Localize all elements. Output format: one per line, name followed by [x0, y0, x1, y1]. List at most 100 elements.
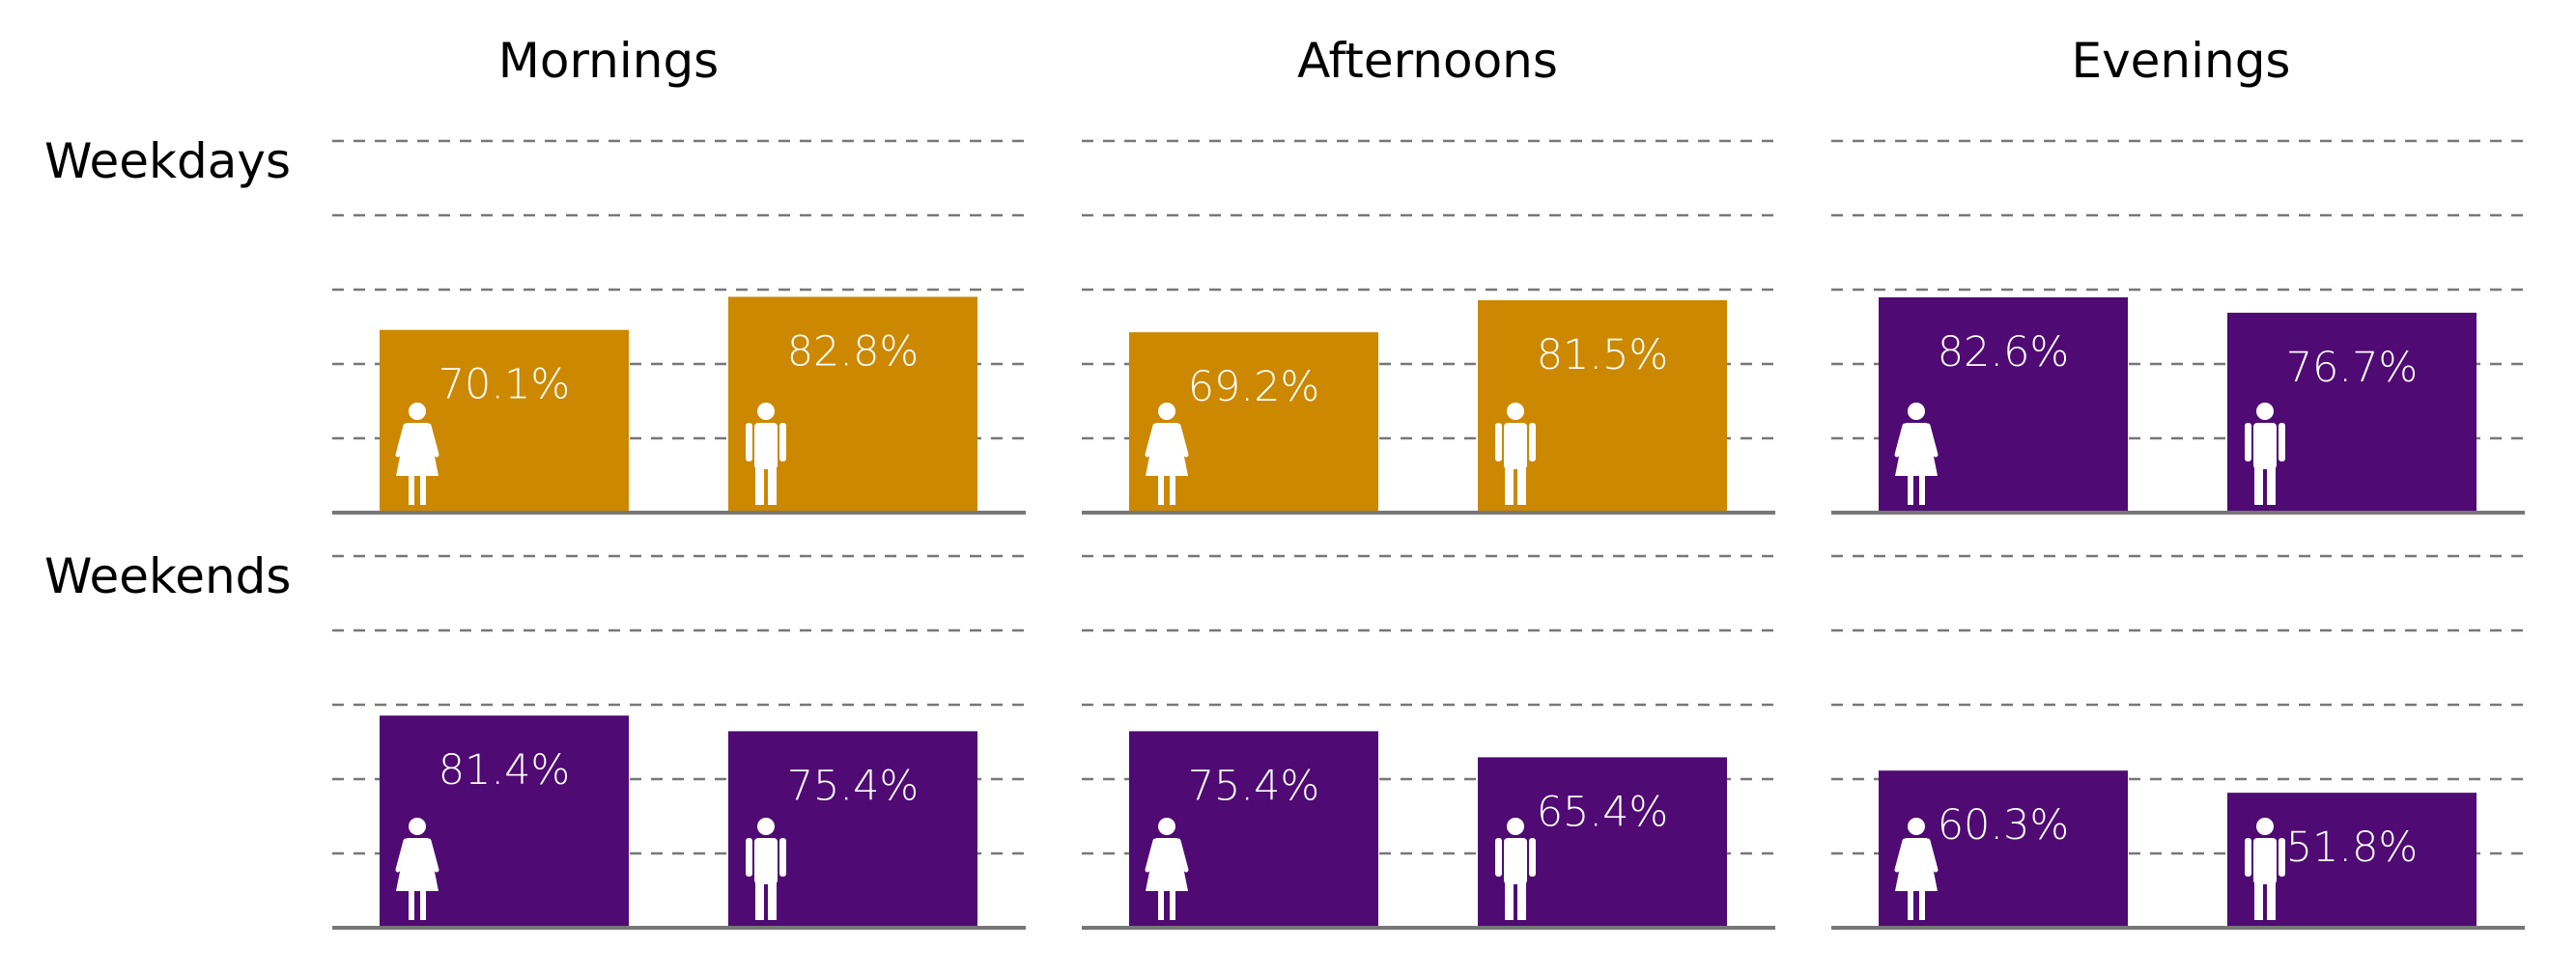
female-arm	[1145, 838, 1158, 873]
female-arm	[426, 423, 439, 458]
bar-value-label: 81.4%	[439, 746, 571, 795]
male-torso	[754, 423, 778, 469]
male-icon	[1495, 818, 1536, 920]
male-leg	[2254, 466, 2263, 505]
male-icon	[746, 403, 786, 505]
male-leg	[2267, 881, 2276, 920]
bar-value-label: 76.7%	[2286, 344, 2419, 392]
female-head	[409, 818, 426, 835]
female-arm	[1925, 423, 1939, 458]
male-arm	[746, 423, 752, 461]
female-dress	[1146, 423, 1188, 476]
female-icon	[1894, 818, 1939, 920]
female-arm	[1894, 838, 1908, 873]
column-title-mornings: Mornings	[498, 33, 719, 89]
male-arm	[779, 423, 786, 461]
female-head	[409, 403, 426, 420]
female-leg	[1170, 474, 1175, 505]
row-label-weekdays: Weekdays	[44, 133, 291, 189]
bar-value-label: 70.1%	[439, 361, 571, 409]
male-leg	[755, 881, 764, 920]
bar-value-label: 51.8%	[2286, 823, 2419, 872]
male-head	[1507, 403, 1524, 420]
female-arm	[1145, 423, 1158, 458]
female-leg	[1158, 889, 1164, 920]
female-leg	[1919, 474, 1925, 505]
male-leg	[755, 466, 764, 505]
column-title-afternoons: Afternoons	[1297, 33, 1558, 89]
male-arm	[1495, 838, 1502, 877]
female-leg	[420, 474, 426, 505]
female-dress	[1895, 838, 1938, 891]
bar-value-label: 75.4%	[787, 762, 920, 810]
male-leg	[1505, 881, 1514, 920]
male-leg	[2254, 881, 2263, 920]
female-arm	[395, 423, 409, 458]
male-arm	[2245, 423, 2251, 461]
male-head	[1507, 818, 1524, 835]
male-torso	[1504, 423, 1527, 469]
male-arm	[746, 838, 752, 877]
male-icon	[2245, 403, 2285, 505]
female-head	[1158, 403, 1175, 420]
female-head	[1908, 403, 1925, 420]
bar-value-label: 75.4%	[1188, 762, 1320, 810]
panel-weekdays-afternoons: 69.2% 81.5%	[1082, 139, 1775, 515]
female-leg	[1158, 474, 1164, 505]
male-torso	[2253, 838, 2277, 884]
male-leg	[1505, 466, 1514, 505]
bar-value-label: 82.6%	[1938, 328, 2070, 377]
bar-female	[1129, 332, 1378, 513]
panel-weekends-afternoons: 75.4% 65.4%	[1082, 554, 1775, 930]
bar-value-label: 60.3%	[1938, 801, 2070, 850]
bar-female	[380, 329, 629, 513]
female-arm	[1175, 838, 1189, 873]
female-leg	[420, 889, 426, 920]
male-head	[2256, 818, 2274, 835]
female-dress	[1895, 423, 1938, 476]
male-arm	[1529, 838, 1536, 877]
male-torso	[754, 838, 778, 884]
bar-value-label: 82.8%	[787, 327, 920, 376]
male-arm	[779, 838, 786, 877]
male-leg	[1517, 466, 1526, 505]
male-head	[757, 818, 775, 835]
female-icon	[395, 403, 439, 505]
female-icon	[1145, 403, 1189, 505]
male-head	[2256, 403, 2274, 420]
female-dress	[396, 838, 439, 891]
female-arm	[395, 838, 409, 873]
female-head	[1908, 818, 1925, 835]
female-icon	[1145, 818, 1189, 920]
male-icon	[746, 818, 786, 920]
female-leg	[409, 474, 414, 505]
panel-weekdays-mornings: 70.1% 82.8%	[332, 139, 1026, 515]
female-icon	[395, 818, 439, 920]
male-leg	[768, 881, 777, 920]
male-arm	[2279, 838, 2285, 877]
male-arm	[1529, 423, 1536, 461]
female-dress	[396, 423, 439, 476]
female-leg	[1908, 889, 1913, 920]
male-leg	[768, 466, 777, 505]
female-arm	[1175, 423, 1189, 458]
bar-value-label: 69.2%	[1188, 363, 1320, 411]
column-title-evenings: Evenings	[2071, 33, 2290, 89]
male-icon	[2245, 818, 2285, 920]
row-label-weekends: Weekends	[44, 548, 291, 604]
male-arm	[2245, 838, 2251, 877]
female-leg	[409, 889, 414, 920]
male-torso	[1504, 838, 1527, 884]
female-leg	[1919, 889, 1925, 920]
male-arm	[1495, 423, 1502, 461]
male-torso	[2253, 423, 2277, 469]
female-icon	[1894, 403, 1939, 505]
bar-value-label: 65.4%	[1537, 788, 1669, 836]
female-dress	[1146, 838, 1188, 891]
panel-weekends-mornings: 81.4% 75.4%	[332, 554, 1026, 930]
male-arm	[2279, 423, 2285, 461]
male-head	[757, 403, 775, 420]
female-arm	[426, 838, 439, 873]
